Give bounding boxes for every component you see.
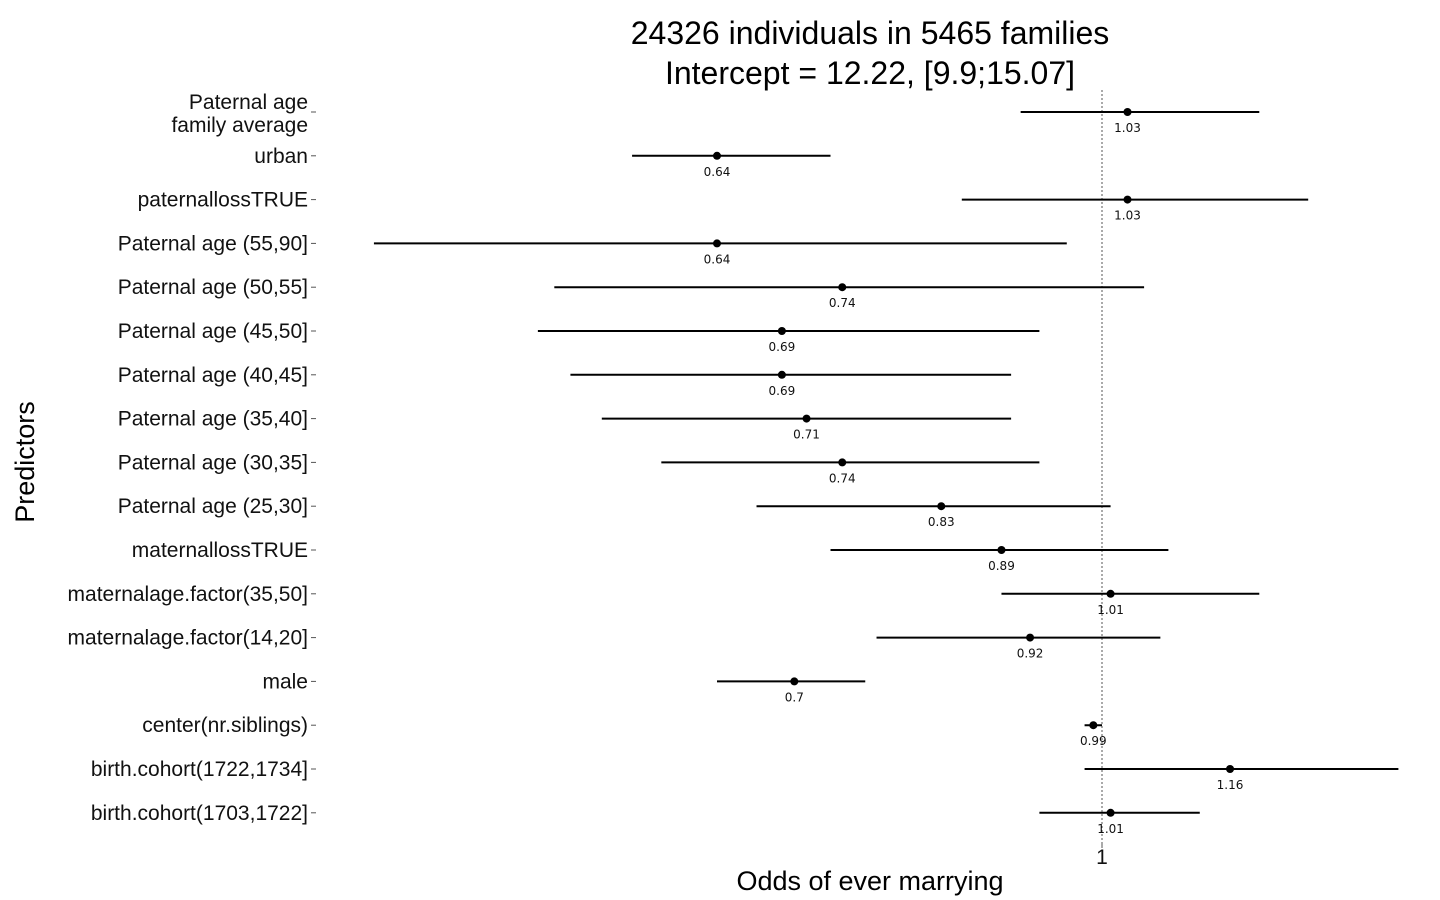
estimate-point [838,283,847,292]
estimate-value-label: 0.74 [829,296,856,310]
y-axis-title: Predictors [10,401,40,523]
estimate-value-label: 0.99 [1080,734,1107,748]
chart-title-line-2: Intercept = 12.22, [9.9;15.07] [665,55,1075,91]
forest-row: birth.cohort(1703,1722] 1.01 [91,802,1200,836]
estimate-value-label: 1.01 [1097,603,1124,617]
forest-row: urban 0.64 [254,145,831,179]
estimate-value-label: 0.89 [988,559,1015,573]
y-tick-label: male [262,670,308,693]
forest-row: Paternal age family average 1.03 [171,91,1260,137]
estimate-value-label: 1.16 [1217,778,1244,792]
y-tick-label: birth.cohort(1703,1722] [91,802,308,825]
forest-row: maternalage.factor(14,20] 0.92 [68,627,1161,661]
y-tick-label: Paternal age (50,55] [118,276,308,299]
estimate-point [1106,808,1115,817]
estimate-point [777,370,786,379]
y-tick-label: paternallossTRUE [138,189,308,212]
estimate-value-label: 1.01 [1097,822,1124,836]
y-tick-label: Paternal age (55,90] [118,232,308,255]
chart-title-line-1: 24326 individuals in 5465 families [631,15,1110,51]
estimate-point [1089,721,1098,730]
estimate-value-label: 0.74 [829,471,856,485]
forest-row: maternalage.factor(35,50] 1.01 [68,583,1260,617]
estimate-point [997,546,1006,554]
y-tick-label: birth.cohort(1722,1734] [91,758,308,781]
estimate-point [1226,765,1235,773]
forest-row: male 0.7 [262,670,866,704]
estimate-value-label: 0.83 [928,515,955,529]
forest-rows: Paternal age family average 1.03 urban 0.64 p… [68,91,1399,836]
estimate-point [713,239,721,248]
estimate-point [802,414,811,423]
estimate-point [777,327,786,335]
y-tick-label: Paternal age (40,45] [118,364,308,387]
forest-row: Paternal age (25,30] 0.83 [118,495,1111,529]
forest-row: birth.cohort(1722,1734] 1.16 [91,758,1399,792]
y-tick-label: maternalage.factor(35,50] [68,583,308,606]
y-tick-label: Paternal age (25,30] [118,495,308,518]
forest-row: maternallossTRUE 0.89 [132,539,1169,573]
estimate-value-label: 0.69 [769,340,796,354]
x-axis-title: Odds of ever marrying [736,866,1003,896]
estimate-point [937,502,946,511]
forest-row: Paternal age (55,90] 0.64 [118,232,1067,266]
estimate-value-label: 0.71 [793,428,820,442]
y-tick-label: urban [254,145,308,168]
estimate-point [790,677,799,686]
x-axis-ticks: 1 [1096,842,1108,869]
estimate-point [1026,633,1035,642]
estimate-value-label: 0.7 [785,690,804,704]
forest-row: Paternal age (50,55] 0.74 [118,276,1145,310]
y-tick-label: Paternal age family average [171,91,308,137]
y-tick-label: Paternal age (35,40] [118,408,308,431]
estimate-value-label: 0.64 [704,252,731,266]
forest-row: Paternal age (30,35] 0.74 [118,451,1040,485]
x-tick-label: 1 [1096,846,1108,869]
y-tick-label: center(nr.siblings) [142,714,308,737]
estimate-value-label: 0.69 [769,384,796,398]
y-tick-label: maternalage.factor(14,20] [68,627,308,650]
forest-row: paternallossTRUE 1.03 [138,189,1309,223]
y-tick-label: Paternal age (45,50] [118,320,308,343]
forest-row: Paternal age (45,50] 0.69 [118,320,1040,354]
forest-row: Paternal age (40,45] 0.69 [118,364,1012,398]
y-tick-label: maternallossTRUE [132,539,308,562]
forest-row: Paternal age (35,40] 0.71 [118,408,1012,442]
estimate-value-label: 0.92 [1017,647,1044,661]
estimate-point [1123,195,1132,204]
estimate-point [713,151,721,160]
estimate-point [838,458,847,467]
estimate-value-label: 1.03 [1114,121,1141,135]
estimate-point [1106,589,1115,598]
estimate-point [1123,108,1132,116]
y-tick-label: Paternal age (30,35] [118,451,308,474]
estimate-value-label: 0.64 [704,165,731,179]
forest-row: center(nr.siblings) 0.99 [142,714,1106,748]
estimate-value-label: 1.03 [1114,209,1141,223]
